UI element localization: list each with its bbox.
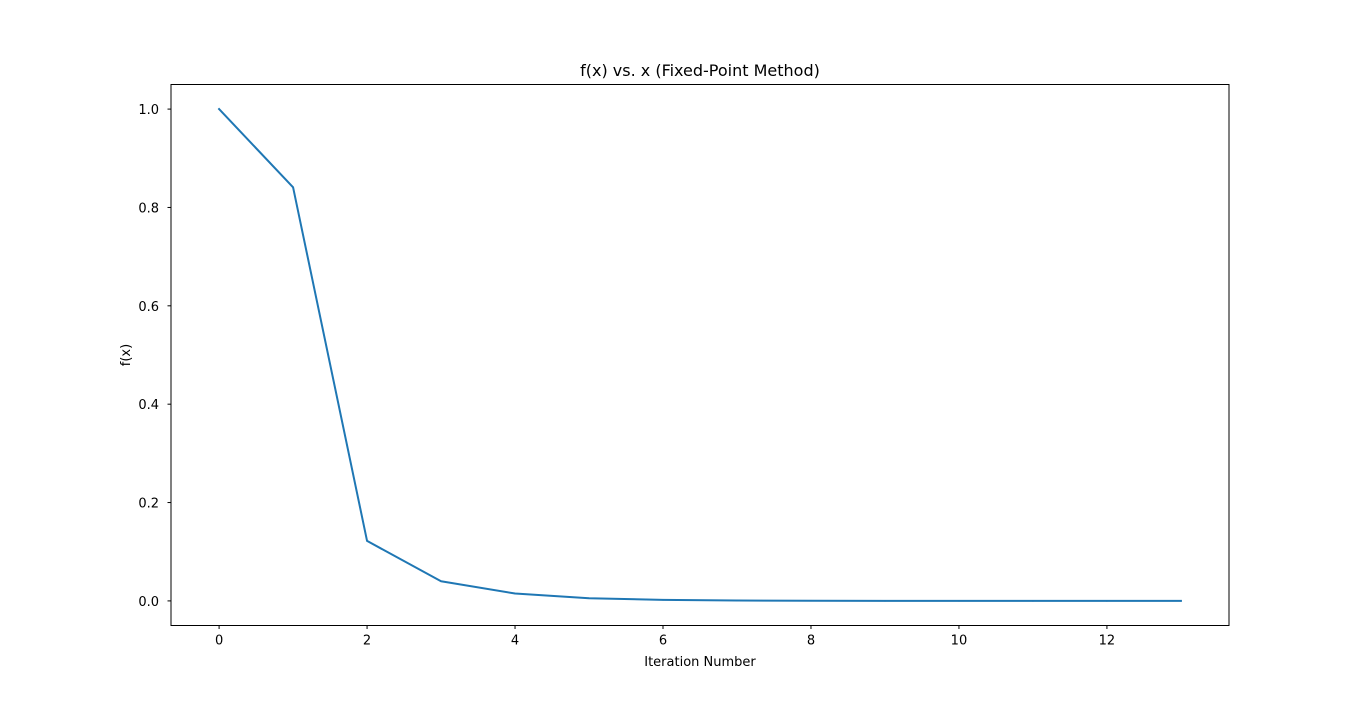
x-axis-ticks: 0 2 4 6 8 10 12 [215,625,1116,649]
y-tick-label-1: 0.2 [138,497,159,512]
data-point-0-13 [1180,600,1182,602]
series-line-0 [217,107,1182,602]
x-tick-label-1: 2 [363,634,371,649]
x-tick-label-6: 12 [1099,634,1116,649]
x-tick-label-4: 8 [807,634,815,649]
y-tick-label-5: 1.0 [138,103,159,118]
y-tick-label-4: 0.8 [138,201,159,216]
y-tick-label-2: 0.4 [138,398,159,413]
x-axis-label: Iteration Number [644,655,756,670]
x-tick-label-5: 10 [951,634,968,649]
data-point-0-6 [662,599,664,601]
plot-area-frame [170,84,1230,626]
x-tick-label-2: 4 [511,634,519,649]
data-point-0-3 [440,580,442,583]
plot-area-background [171,84,1229,626]
y-axis-label: f(x) [119,344,134,366]
data-point-0-11 [1032,600,1034,602]
data-point-0-2 [366,540,368,542]
data-point-0-10 [958,600,960,602]
x-tick-label-0: 0 [215,634,223,649]
y-tick-label-0: 0.0 [138,595,159,610]
data-point-0-7 [736,599,738,602]
data-point-0-5 [588,597,590,600]
series-layer [217,107,1182,602]
y-tick-label-3: 0.6 [138,300,159,315]
data-point-0-1 [292,186,294,189]
data-point-0-4 [514,592,516,595]
x-tick-label-3: 6 [659,634,667,649]
y-axis-ticks: 0.0 0.2 0.4 0.6 0.8 1.0 [138,103,171,610]
data-point-0-8 [810,599,812,602]
data-point-0-0 [218,108,220,110]
data-point-0-9 [884,600,886,602]
data-point-0-12 [1106,600,1108,602]
chart-title: f(x) vs. x (Fixed-Point Method) [580,61,820,80]
